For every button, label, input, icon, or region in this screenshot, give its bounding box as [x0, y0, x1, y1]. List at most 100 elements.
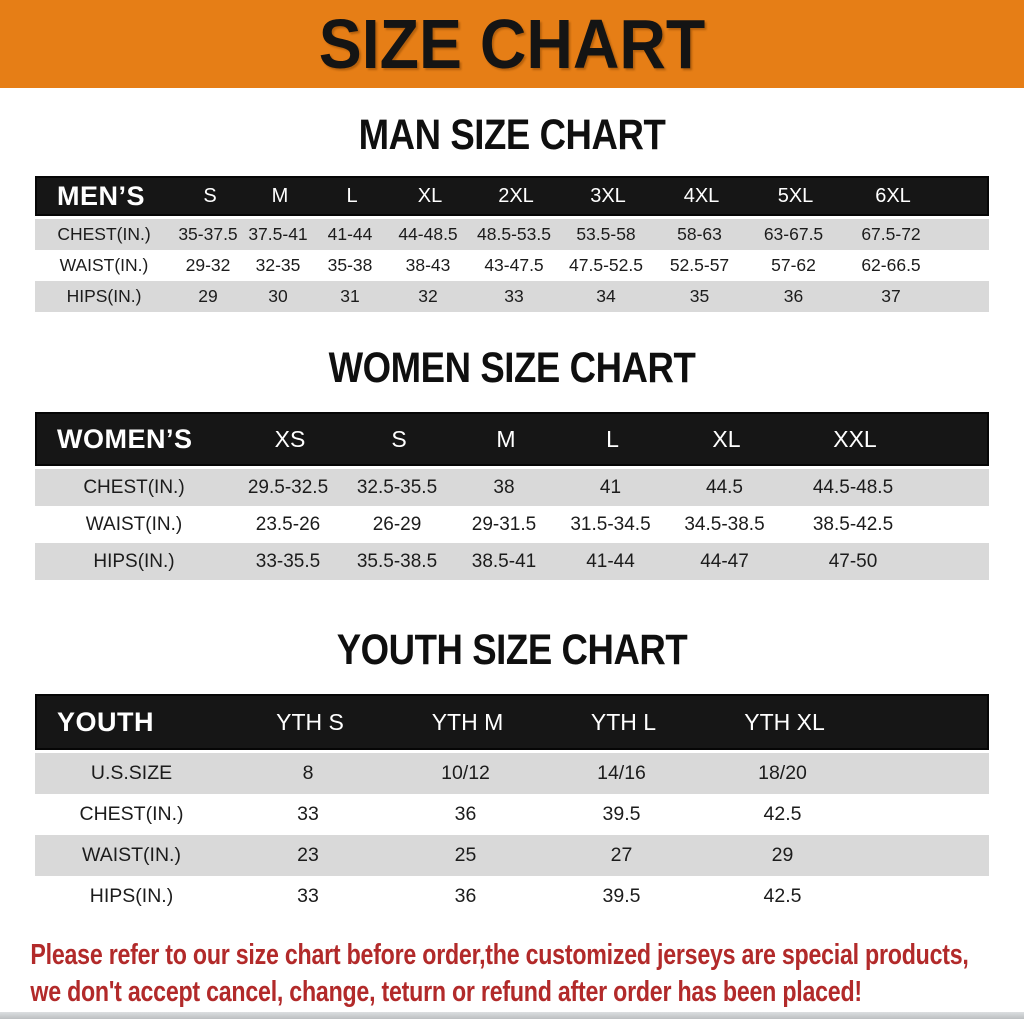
size-value: 26-29: [372, 513, 422, 535]
size-value: 35: [689, 286, 710, 306]
row-label: CHEST(IN.): [79, 803, 184, 825]
size-value: 62-66.5: [861, 255, 921, 275]
column-header: XS: [274, 425, 306, 452]
size-value: 42.5: [763, 885, 802, 907]
size-value: 23: [297, 844, 319, 866]
size-value: 35-37.5: [178, 224, 238, 244]
disclaimer-line-1: Please refer to our size chart before or…: [30, 939, 969, 971]
size-value: 38: [493, 476, 515, 498]
size-value: 44-48.5: [398, 224, 458, 244]
size-value: 48.5-53.5: [477, 224, 551, 244]
table-row: CHEST(IN.) 35-37.5 37.5-41 41-44 44-48.5 48.5…: [35, 219, 989, 250]
column-header: S: [203, 184, 217, 207]
size-value: 37.5-41: [248, 224, 308, 244]
size-value: 52.5-57: [669, 255, 730, 275]
youth-size-table: YOUTH YTH S YTH M YTH L YTH XL U.S.SIZE 8 10/…: [35, 694, 989, 917]
size-value: 47.5-52.5: [569, 255, 643, 275]
size-value: 31: [340, 286, 360, 306]
youth-header-group-label: YOUTH: [57, 706, 154, 737]
size-value: 29-32: [185, 255, 231, 275]
size-value: 10/12: [441, 762, 490, 784]
youth-table-body: U.S.SIZE 8 10/12 14/16 18/20 CHEST(IN.) 33 36 39…: [35, 753, 989, 917]
row-label: CHEST(IN.): [83, 476, 185, 498]
size-value: 34: [596, 286, 616, 306]
men-header-group-label: MEN’S: [57, 180, 146, 211]
column-header: 4XL: [683, 184, 720, 207]
column-header: YTH L: [590, 708, 657, 735]
disclaimer-text: Please refer to our size chart before or…: [0, 937, 1022, 1011]
size-value: 41-44: [327, 224, 373, 244]
size-value: 39.5: [602, 885, 641, 907]
size-value: 41-44: [586, 550, 635, 572]
youth-section-title: YOUTH SIZE CHART: [336, 626, 688, 674]
size-value: 38-43: [405, 255, 451, 275]
size-value: 23.5-26: [255, 513, 321, 535]
size-value: 63-67.5: [763, 224, 824, 244]
table-row: WAIST(IN.) 29-32 32-35 35-38 38-43 43-47.5 47.…: [35, 250, 989, 281]
size-value: 31.5-34.5: [570, 513, 651, 535]
women-section-title: WOMEN SIZE CHART: [328, 344, 696, 392]
size-value: 41: [599, 476, 622, 498]
size-value: 33: [504, 286, 524, 306]
size-value: 25: [454, 844, 477, 866]
size-value: 32.5-35.5: [356, 476, 438, 498]
column-header: S: [391, 425, 407, 452]
column-header: YTH XL: [744, 708, 825, 735]
size-value: 36: [454, 803, 477, 825]
row-label: HIPS(IN.): [93, 550, 175, 572]
size-value: 38.5-42.5: [812, 513, 894, 535]
men-table-header-row: MEN’S S M L XL 2XL 3XL 4XL 5XL 6XL: [35, 176, 989, 216]
size-value: 29: [771, 844, 794, 866]
size-value: 14/16: [597, 762, 646, 784]
row-label: CHEST(IN.): [57, 224, 151, 244]
row-label: HIPS(IN.): [89, 885, 174, 907]
size-value: 33: [297, 803, 319, 825]
size-value: 35-38: [327, 255, 373, 275]
size-value: 27: [610, 844, 633, 866]
column-header: XL: [712, 425, 741, 452]
size-value: 29: [198, 286, 218, 306]
size-value: 34.5-38.5: [684, 513, 765, 535]
size-value: 67.5-72: [861, 224, 921, 244]
size-value: 42.5: [763, 803, 802, 825]
table-row: HIPS(IN.) 29 30 31 32 33 34 35 36 37: [35, 281, 989, 312]
size-value: 44-47: [700, 550, 749, 572]
column-header: 5XL: [777, 184, 814, 207]
size-value: 44.5-48.5: [812, 476, 894, 498]
column-header: XXL: [833, 425, 877, 452]
size-value: 37: [881, 286, 901, 306]
row-label: HIPS(IN.): [66, 286, 142, 306]
size-value: 18/20: [758, 762, 807, 784]
column-header: M: [496, 425, 516, 452]
men-size-table: MEN’S S M L XL 2XL 3XL 4XL 5XL 6XL CHEST(IN.) 35-…: [35, 176, 989, 312]
size-value: 53.5-58: [576, 224, 636, 244]
size-value: 36: [454, 885, 477, 907]
column-header: L: [606, 425, 619, 452]
size-value: 36: [783, 286, 804, 306]
size-chart-banner: SIZE CHART: [0, 0, 1024, 88]
size-value: 44.5: [706, 476, 743, 498]
column-header: XL: [417, 184, 443, 207]
size-value: 58-63: [677, 224, 722, 244]
size-value: 33: [297, 885, 319, 907]
table-row: CHEST(IN.) 29.5-32.5 32.5-35.5 38 41 44.5 44.5…: [35, 469, 989, 506]
youth-table-header-row: YOUTH YTH S YTH M YTH L YTH XL: [35, 694, 989, 750]
size-value: 29.5-32.5: [247, 476, 329, 498]
row-label: WAIST(IN.): [82, 844, 181, 866]
size-value: 33-35.5: [255, 550, 321, 572]
bottom-edge-strip: [0, 1012, 1024, 1019]
women-table-body: CHEST(IN.) 29.5-32.5 32.5-35.5 38 41 44.5 44.5…: [35, 469, 989, 580]
row-label: U.S.SIZE: [90, 762, 173, 784]
women-header-group-label: WOMEN’S: [57, 423, 193, 454]
table-row: HIPS(IN.) 33 36 39.5 42.5: [35, 876, 989, 917]
men-section-title: MAN SIZE CHART: [358, 111, 666, 159]
column-header: L: [346, 184, 358, 207]
banner-title: SIZE CHART: [318, 5, 706, 83]
size-value: 32: [418, 286, 438, 306]
size-value: 39.5: [602, 803, 641, 825]
size-value: 32-35: [255, 255, 301, 275]
row-label: WAIST(IN.): [85, 513, 183, 535]
size-value: 38.5-41: [471, 550, 537, 572]
size-value: 29-31.5: [471, 513, 537, 535]
size-value: 57-62: [771, 255, 816, 275]
